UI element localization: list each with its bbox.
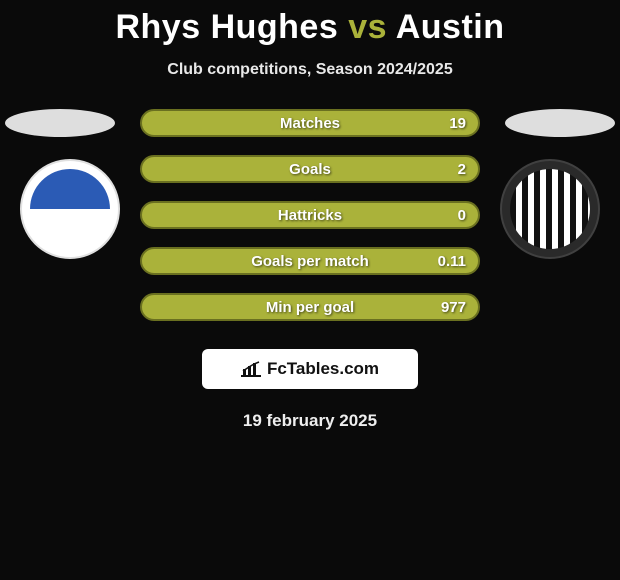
stat-bar-gpm: Goals per match 0.11 <box>140 247 480 275</box>
right-ellipse <box>505 109 615 137</box>
stat-bar-goals: Goals 2 <box>140 155 480 183</box>
stat-value: 0 <box>458 207 466 224</box>
stat-bar-mpg: Min per goal 977 <box>140 293 480 321</box>
stat-bar-hattricks: Hattricks 0 <box>140 201 480 229</box>
vs-text: vs <box>348 8 387 46</box>
player1-crest <box>20 159 120 259</box>
comparison-title: Rhys Hughes vs Austin <box>0 0 620 47</box>
stat-value: 2 <box>458 161 466 178</box>
branding-badge: FcTables.com <box>202 349 418 389</box>
subtitle: Club competitions, Season 2024/2025 <box>0 61 620 79</box>
player1-name: Rhys Hughes <box>115 8 338 46</box>
stat-label: Min per goal <box>266 299 354 316</box>
stat-value: 0.11 <box>438 253 466 270</box>
date-text: 19 february 2025 <box>0 411 620 431</box>
branding-text: FcTables.com <box>267 359 379 379</box>
stat-label: Hattricks <box>278 207 342 224</box>
player1-crest-graphic <box>30 169 110 249</box>
stats-arena: Matches 19 Goals 2 Hattricks 0 Goals per… <box>0 109 620 321</box>
player2-name: Austin <box>396 8 505 46</box>
chart-icon <box>241 361 261 377</box>
stat-value: 977 <box>441 299 466 316</box>
left-ellipse <box>5 109 115 137</box>
player2-crest <box>500 159 600 259</box>
stat-bar-matches: Matches 19 <box>140 109 480 137</box>
player2-crest-graphic <box>510 169 590 249</box>
stat-label: Goals per match <box>251 253 369 270</box>
stat-label: Matches <box>280 115 340 132</box>
stat-label: Goals <box>289 161 331 178</box>
stats-bars: Matches 19 Goals 2 Hattricks 0 Goals per… <box>140 109 480 321</box>
stat-value: 19 <box>449 115 466 132</box>
